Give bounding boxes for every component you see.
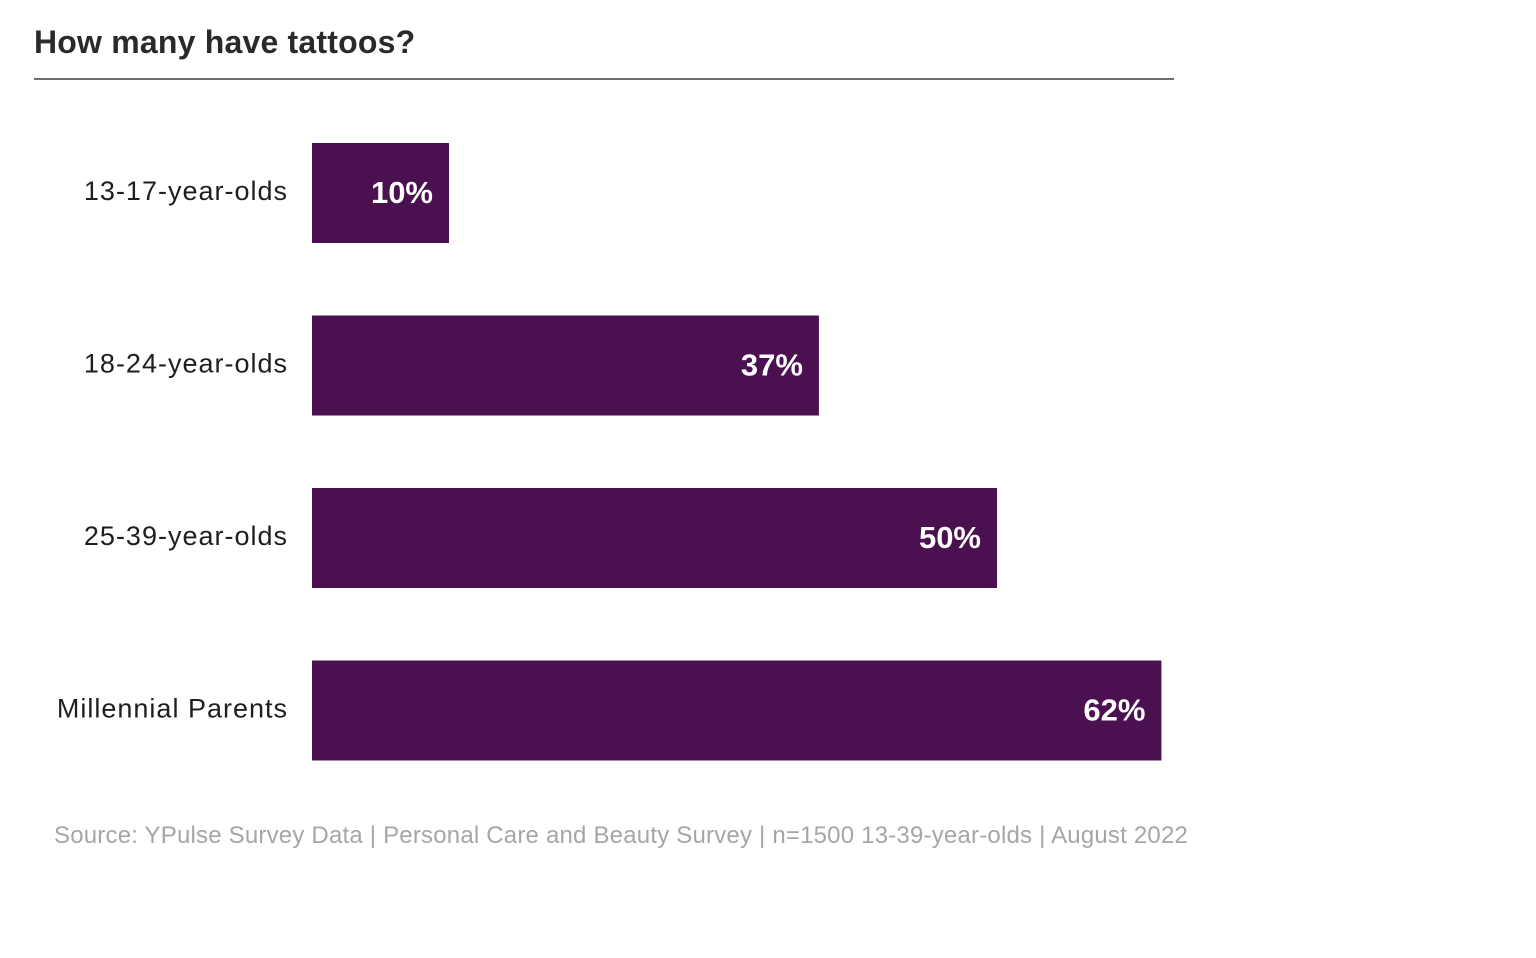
category-label: 13-17-year-olds — [84, 176, 288, 206]
data-label: 62% — [1083, 693, 1145, 728]
category-label: Millennial Parents — [57, 694, 288, 724]
category-label: 25-39-year-olds — [84, 521, 288, 551]
category-label: 18-24-year-olds — [84, 349, 288, 379]
data-label: 37% — [741, 348, 803, 383]
chart-title: How many have tattoos? — [34, 24, 416, 60]
bar — [312, 660, 1162, 761]
title-divider — [34, 78, 1174, 80]
data-label: 50% — [919, 520, 981, 555]
data-label: 10% — [371, 175, 433, 210]
source-note: Source: YPulse Survey Data | Personal Ca… — [54, 822, 1189, 849]
bar — [312, 488, 997, 588]
bar — [312, 315, 819, 416]
bar — [312, 143, 449, 243]
